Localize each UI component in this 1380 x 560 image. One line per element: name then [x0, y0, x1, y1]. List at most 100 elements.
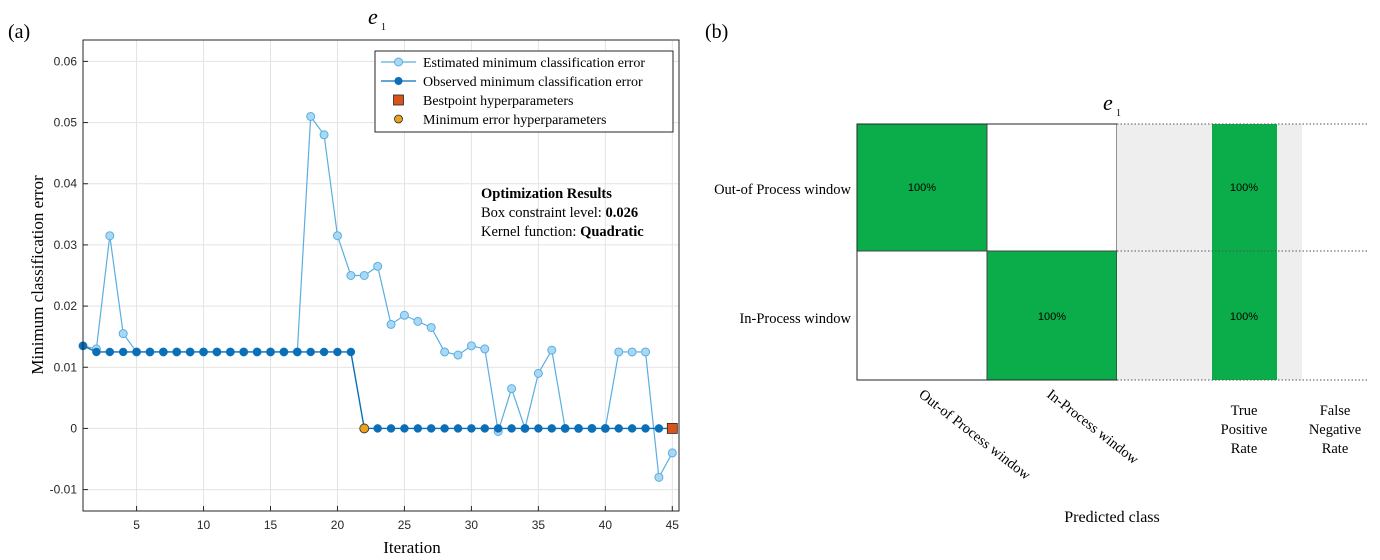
estimated-error-point	[641, 347, 651, 357]
tpr-header-line3: Rate	[1231, 441, 1258, 457]
y-tick-label: 0.05	[54, 116, 78, 130]
panel-a-title-sub: 1	[381, 22, 386, 33]
estimated-error-point	[440, 347, 450, 357]
observed-error-point	[386, 424, 396, 433]
observed-error-point	[400, 424, 409, 433]
x-tick-label: 45	[666, 518, 680, 532]
legend-item-minimum: Minimum error hyperparameters	[394, 113, 607, 128]
observed-error-point	[252, 347, 262, 357]
annotation-line2: Kernel function: Quadratic	[481, 224, 644, 240]
annotation-line1-label: Box constraint level:	[481, 205, 605, 221]
observed-error-point	[293, 347, 302, 357]
estimated-error-point	[547, 345, 557, 355]
panel-b-label: (b)	[705, 21, 728, 43]
x-tick-label: 25	[398, 518, 412, 532]
legend-box	[374, 50, 674, 133]
estimated-error-point	[627, 347, 637, 357]
estimated-error-point	[614, 347, 624, 357]
observed-error-point	[92, 347, 101, 357]
fnr-header-line2: Negative	[1309, 422, 1361, 438]
observed-error-point	[239, 347, 248, 357]
legend-item-estimated: Estimated minimum classification error	[381, 56, 645, 71]
observed-error-point	[118, 347, 128, 357]
legend-marker-estimated	[394, 57, 403, 67]
panel-b-title: e 1	[1103, 90, 1121, 119]
estimated-error-point	[332, 231, 342, 241]
cell-r1-c2	[987, 124, 1117, 251]
y-tick-label: 0.03	[54, 238, 78, 252]
rate-gap-left	[1117, 124, 1212, 380]
x-tick-label: 35	[532, 518, 546, 532]
x-tick-label: 40	[599, 518, 613, 532]
legend-label-estimated: Estimated minimum classification error	[423, 56, 645, 71]
observed-error-point	[373, 424, 382, 433]
cell-r1-c1	[857, 124, 987, 251]
axis-ticks: 5 10 15 20 25 30 35 40 45 -0.01 0 0.01 0.02 0.03 0.04 0…	[50, 54, 680, 532]
panel-a-title: e 1	[368, 4, 386, 33]
observed-error-point	[319, 347, 329, 357]
observed-error-point	[467, 424, 476, 433]
annotation-line2-value: Quadratic	[580, 224, 644, 240]
cell-value-r1-c1: 100%	[908, 182, 936, 194]
tpr-header: True Positive Rate	[1221, 403, 1268, 457]
observed-error-point	[641, 424, 650, 433]
x-tick-label: 10	[197, 518, 211, 532]
observed-error-point	[547, 424, 557, 433]
tpr-column	[1212, 124, 1277, 380]
row-label-out-of-process: Out-of Process window	[714, 182, 851, 198]
fnr-column	[1302, 124, 1368, 380]
observed-error-point	[413, 424, 423, 433]
estimated-error-point	[386, 319, 396, 329]
observed-error-point	[185, 347, 195, 357]
tpr-header-line2: Positive	[1221, 422, 1268, 438]
x-tick-label: 15	[264, 518, 278, 532]
observed-error-point	[145, 347, 155, 357]
annotation-heading: Optimization Results	[481, 186, 612, 202]
observed-error-point	[172, 347, 182, 357]
observed-error-point	[601, 424, 610, 433]
observed-error-point	[105, 347, 115, 357]
y-tick-label: 0.02	[54, 299, 78, 313]
observed-error-point	[199, 347, 208, 357]
observed-error-point	[212, 347, 222, 357]
estimated-error-point	[306, 111, 316, 121]
observed-error-point	[614, 424, 623, 433]
cell-value-r2-c2: 100%	[1038, 311, 1066, 323]
legend-label-minimum: Minimum error hyperparameters	[423, 113, 607, 128]
observed-error-point	[346, 347, 356, 357]
observed-error-point	[534, 424, 543, 433]
predicted-class-label: Predicted class	[1064, 509, 1160, 526]
cell-r2-c1	[857, 251, 987, 380]
estimated-error-point	[118, 329, 128, 339]
row-label-in-process: In-Process window	[739, 311, 851, 327]
x-tick-label: 30	[465, 518, 479, 532]
annotation-line1: Box constraint level: 0.026	[481, 205, 638, 221]
series-layer	[78, 111, 678, 482]
observed-error-point	[266, 347, 275, 357]
x-tick-label: 5	[133, 518, 140, 532]
observed-error-point	[333, 347, 342, 357]
observed-error-point	[627, 424, 637, 433]
estimated-error-point	[105, 231, 115, 241]
cell-r2-c2	[987, 251, 1117, 380]
optimization-results-annotation: Optimization Results Box constraint leve…	[481, 186, 644, 240]
observed-error-point	[132, 347, 141, 357]
tpr-value-r2: 100%	[1230, 311, 1258, 323]
estimated-error-point	[346, 271, 356, 280]
estimated-error-point	[319, 130, 329, 140]
legend: Estimated minimum classification error O…	[374, 50, 674, 133]
estimated-error-point	[480, 344, 490, 354]
observed-error-point	[480, 424, 490, 433]
panel-a-label: (a)	[8, 21, 30, 43]
estimated-error-point	[533, 368, 543, 378]
observed-error-point	[520, 424, 530, 433]
tpr-value-r1: 100%	[1230, 182, 1258, 194]
rate-columns: 100% 100%	[1117, 123, 1368, 381]
legend-marker-observed	[394, 77, 403, 85]
legend-label-bestpoint: Bestpoint hyperparameters	[423, 94, 573, 109]
annotation-line1-value: 0.026	[605, 205, 638, 221]
panel-b-title-sub: 1	[1116, 108, 1121, 119]
observed-error-point	[440, 424, 449, 433]
observed-error-point	[453, 424, 463, 433]
